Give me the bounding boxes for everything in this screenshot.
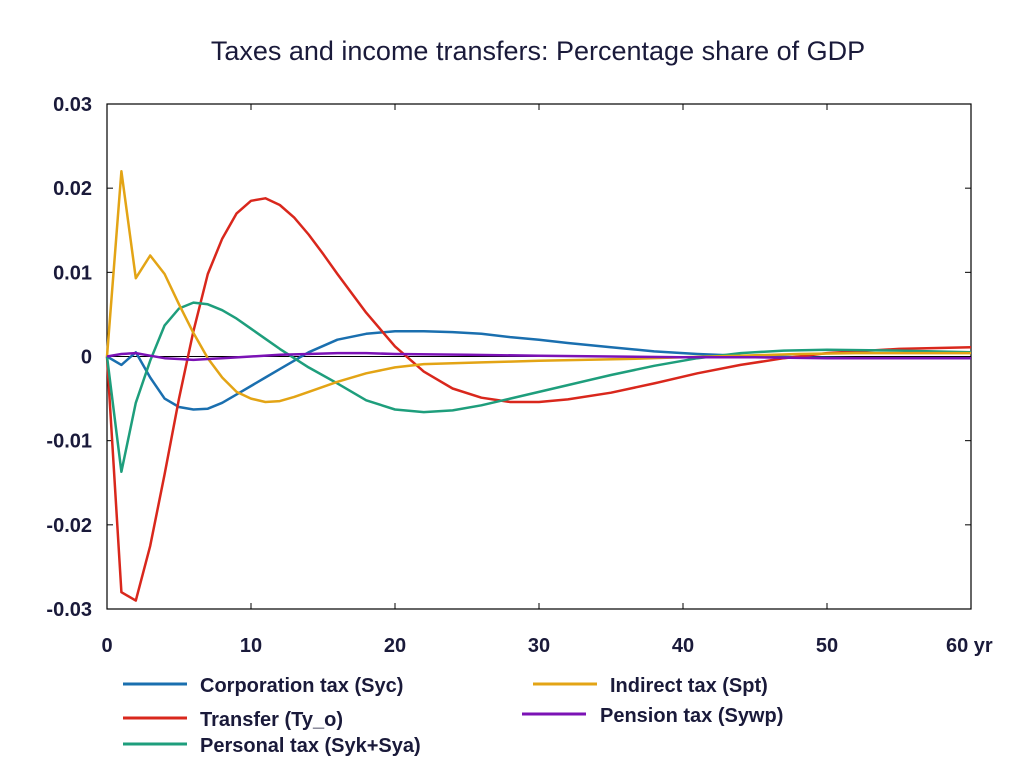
series-group	[105, 170, 972, 602]
y-tick-label: 0.01	[53, 262, 92, 284]
x-tick-label: 50	[816, 635, 838, 657]
series-line-pension-tax-sywp	[106, 351, 971, 362]
x-tick-label: 30	[528, 635, 550, 657]
series-line-corporation-tax-syc	[106, 330, 971, 411]
x-tick-label: 0	[101, 635, 112, 657]
y-tick-label: -0.02	[46, 515, 92, 537]
y-tick-label: 0	[81, 347, 92, 369]
series-line-personal-tax-syk-sya	[105, 301, 972, 474]
chart-title: Taxes and income transfers: Percentage s…	[211, 36, 865, 66]
x-tick-label: 10	[240, 635, 262, 657]
legend: Corporation tax (Syc) Transfer (Ty_o) Pers…	[123, 675, 783, 757]
y-tick-label: -0.03	[46, 599, 92, 621]
x-tick-label: 40	[672, 635, 694, 657]
legend-label-transfer-ty-o: Transfer (Ty_o)	[200, 709, 343, 731]
x-tick-label: 60 yr	[946, 635, 993, 657]
legend-label-personal-tax-syk-sya: Personal tax (Syk+Sya)	[200, 735, 421, 757]
legend-label-indirect-tax-spt: Indirect tax (Spt)	[610, 675, 768, 697]
y-tick-label: -0.01	[46, 431, 92, 453]
legend-label-corporation-tax-syc: Corporation tax (Syc)	[200, 675, 403, 697]
legend-label-pension-tax-sywp: Pension tax (Sywp)	[600, 705, 783, 727]
y-tick-label: 0.03	[53, 94, 92, 116]
axis-ticks: 0.03 0.02 0.01 0 -0.01 -0.02 -0.03 0 10 20 30 40 50 6…	[46, 94, 993, 657]
series-line-indirect-tax-spt	[105, 170, 971, 404]
series-line-transfer-ty-o	[105, 197, 972, 602]
y-tick-label: 0.02	[53, 178, 92, 200]
x-tick-label: 20	[384, 635, 406, 657]
